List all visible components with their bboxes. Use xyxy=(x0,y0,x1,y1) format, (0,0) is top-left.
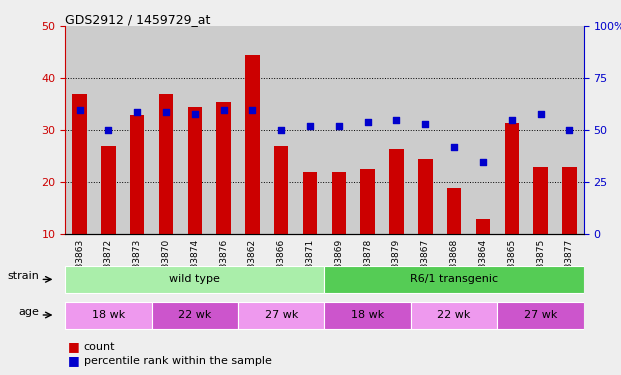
Text: count: count xyxy=(84,342,116,352)
Point xyxy=(161,109,171,115)
Bar xyxy=(159,94,173,234)
Text: wild type: wild type xyxy=(170,274,220,284)
Point xyxy=(305,123,315,129)
Text: 27 wk: 27 wk xyxy=(265,310,298,320)
Bar xyxy=(152,302,238,328)
Point xyxy=(334,123,344,129)
Point xyxy=(507,117,517,123)
Bar xyxy=(447,188,461,234)
Bar xyxy=(324,302,411,328)
Point xyxy=(363,119,373,125)
Point xyxy=(75,106,84,112)
Bar xyxy=(130,115,145,234)
Point xyxy=(190,111,200,117)
Point xyxy=(104,128,114,134)
Bar xyxy=(65,302,152,328)
Point xyxy=(535,111,545,117)
Bar xyxy=(101,146,116,234)
Bar xyxy=(497,302,584,328)
Text: strain: strain xyxy=(7,272,39,281)
Text: percentile rank within the sample: percentile rank within the sample xyxy=(84,356,272,366)
Bar xyxy=(274,146,289,234)
Bar xyxy=(533,167,548,234)
Bar xyxy=(389,148,404,234)
Text: ■: ■ xyxy=(68,340,80,353)
Text: 27 wk: 27 wk xyxy=(524,310,557,320)
Bar xyxy=(217,102,231,234)
Bar xyxy=(245,55,260,234)
Bar xyxy=(303,172,317,234)
Bar xyxy=(360,170,375,234)
Point xyxy=(564,128,574,134)
Bar xyxy=(504,123,519,234)
Bar xyxy=(188,107,202,234)
Point xyxy=(391,117,401,123)
Point xyxy=(449,144,459,150)
Text: ■: ■ xyxy=(68,354,80,367)
Point xyxy=(420,121,430,127)
Point xyxy=(132,109,142,115)
Bar xyxy=(324,266,584,293)
Bar xyxy=(73,94,87,234)
Bar xyxy=(476,219,490,234)
Point xyxy=(276,128,286,134)
Text: 18 wk: 18 wk xyxy=(351,310,384,320)
Text: 22 wk: 22 wk xyxy=(437,310,471,320)
Point xyxy=(248,106,258,112)
Bar xyxy=(418,159,432,234)
Point xyxy=(478,159,488,165)
Text: 22 wk: 22 wk xyxy=(178,310,212,320)
Bar xyxy=(562,167,576,234)
Text: 18 wk: 18 wk xyxy=(92,310,125,320)
Text: age: age xyxy=(18,307,39,317)
Text: GDS2912 / 1459729_at: GDS2912 / 1459729_at xyxy=(65,13,211,26)
Bar xyxy=(332,172,346,234)
Bar xyxy=(238,302,324,328)
Text: R6/1 transgenic: R6/1 transgenic xyxy=(410,274,498,284)
Bar xyxy=(65,266,324,293)
Bar xyxy=(411,302,497,328)
Point xyxy=(219,106,229,112)
